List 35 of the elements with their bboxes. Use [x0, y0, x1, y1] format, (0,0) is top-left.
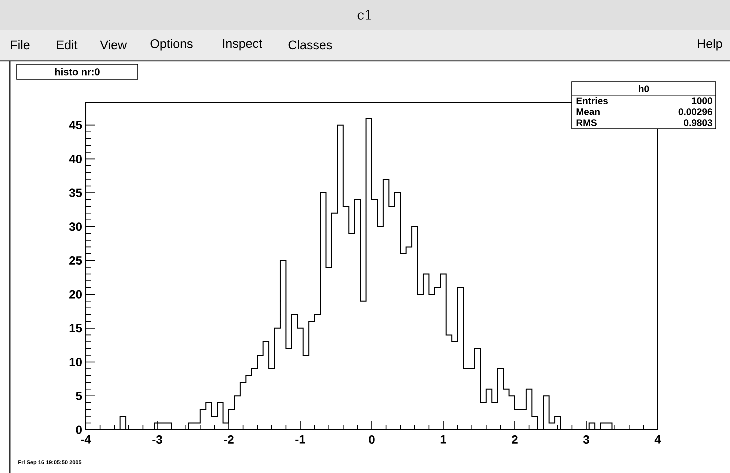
text: View: [100, 40, 128, 50]
text: c1: [358, 10, 371, 20]
y-tick-label: 25: [70, 256, 82, 265]
text: Edit: [57, 40, 78, 50]
x-tick-label: 3: [583, 436, 590, 444]
text: h0: [639, 86, 650, 92]
chart-title: histo nr:0: [55, 68, 100, 76]
x-tick-label: -2: [224, 436, 234, 444]
y-tick-label: 0: [76, 426, 82, 434]
x-tick-label: -1: [296, 436, 306, 444]
y-tick-label: 45: [69, 121, 82, 130]
text: 0.9803: [684, 120, 712, 126]
y-tick-label: 40: [69, 154, 82, 164]
y-tick-label: 30: [69, 222, 82, 232]
y-tick-label: 20: [70, 290, 82, 299]
annotation: RMS: [576, 120, 597, 126]
x-tick-label: -3: [152, 436, 162, 444]
x-tick-label: 2: [512, 436, 518, 444]
text: 0.00296: [678, 108, 712, 116]
x-tick-label: -4: [81, 436, 92, 444]
y-tick-label: 10: [70, 358, 82, 367]
x-tick-label: 4: [654, 436, 662, 444]
text: Inspect: [223, 39, 262, 51]
annotation: Entries: [576, 98, 608, 104]
x-tick-label: 1: [440, 436, 446, 444]
y-tick-label: 5: [76, 392, 82, 400]
x-tick-label: 0: [369, 436, 375, 444]
text: 1000: [692, 98, 712, 104]
text: Options: [150, 39, 193, 51]
y-tick-label: 35: [69, 188, 82, 198]
text: File: [11, 40, 30, 50]
text: Help: [698, 39, 722, 51]
annotation: Mean: [576, 108, 600, 116]
text: Classes: [288, 40, 332, 50]
y-tick-label: 15: [70, 324, 82, 333]
